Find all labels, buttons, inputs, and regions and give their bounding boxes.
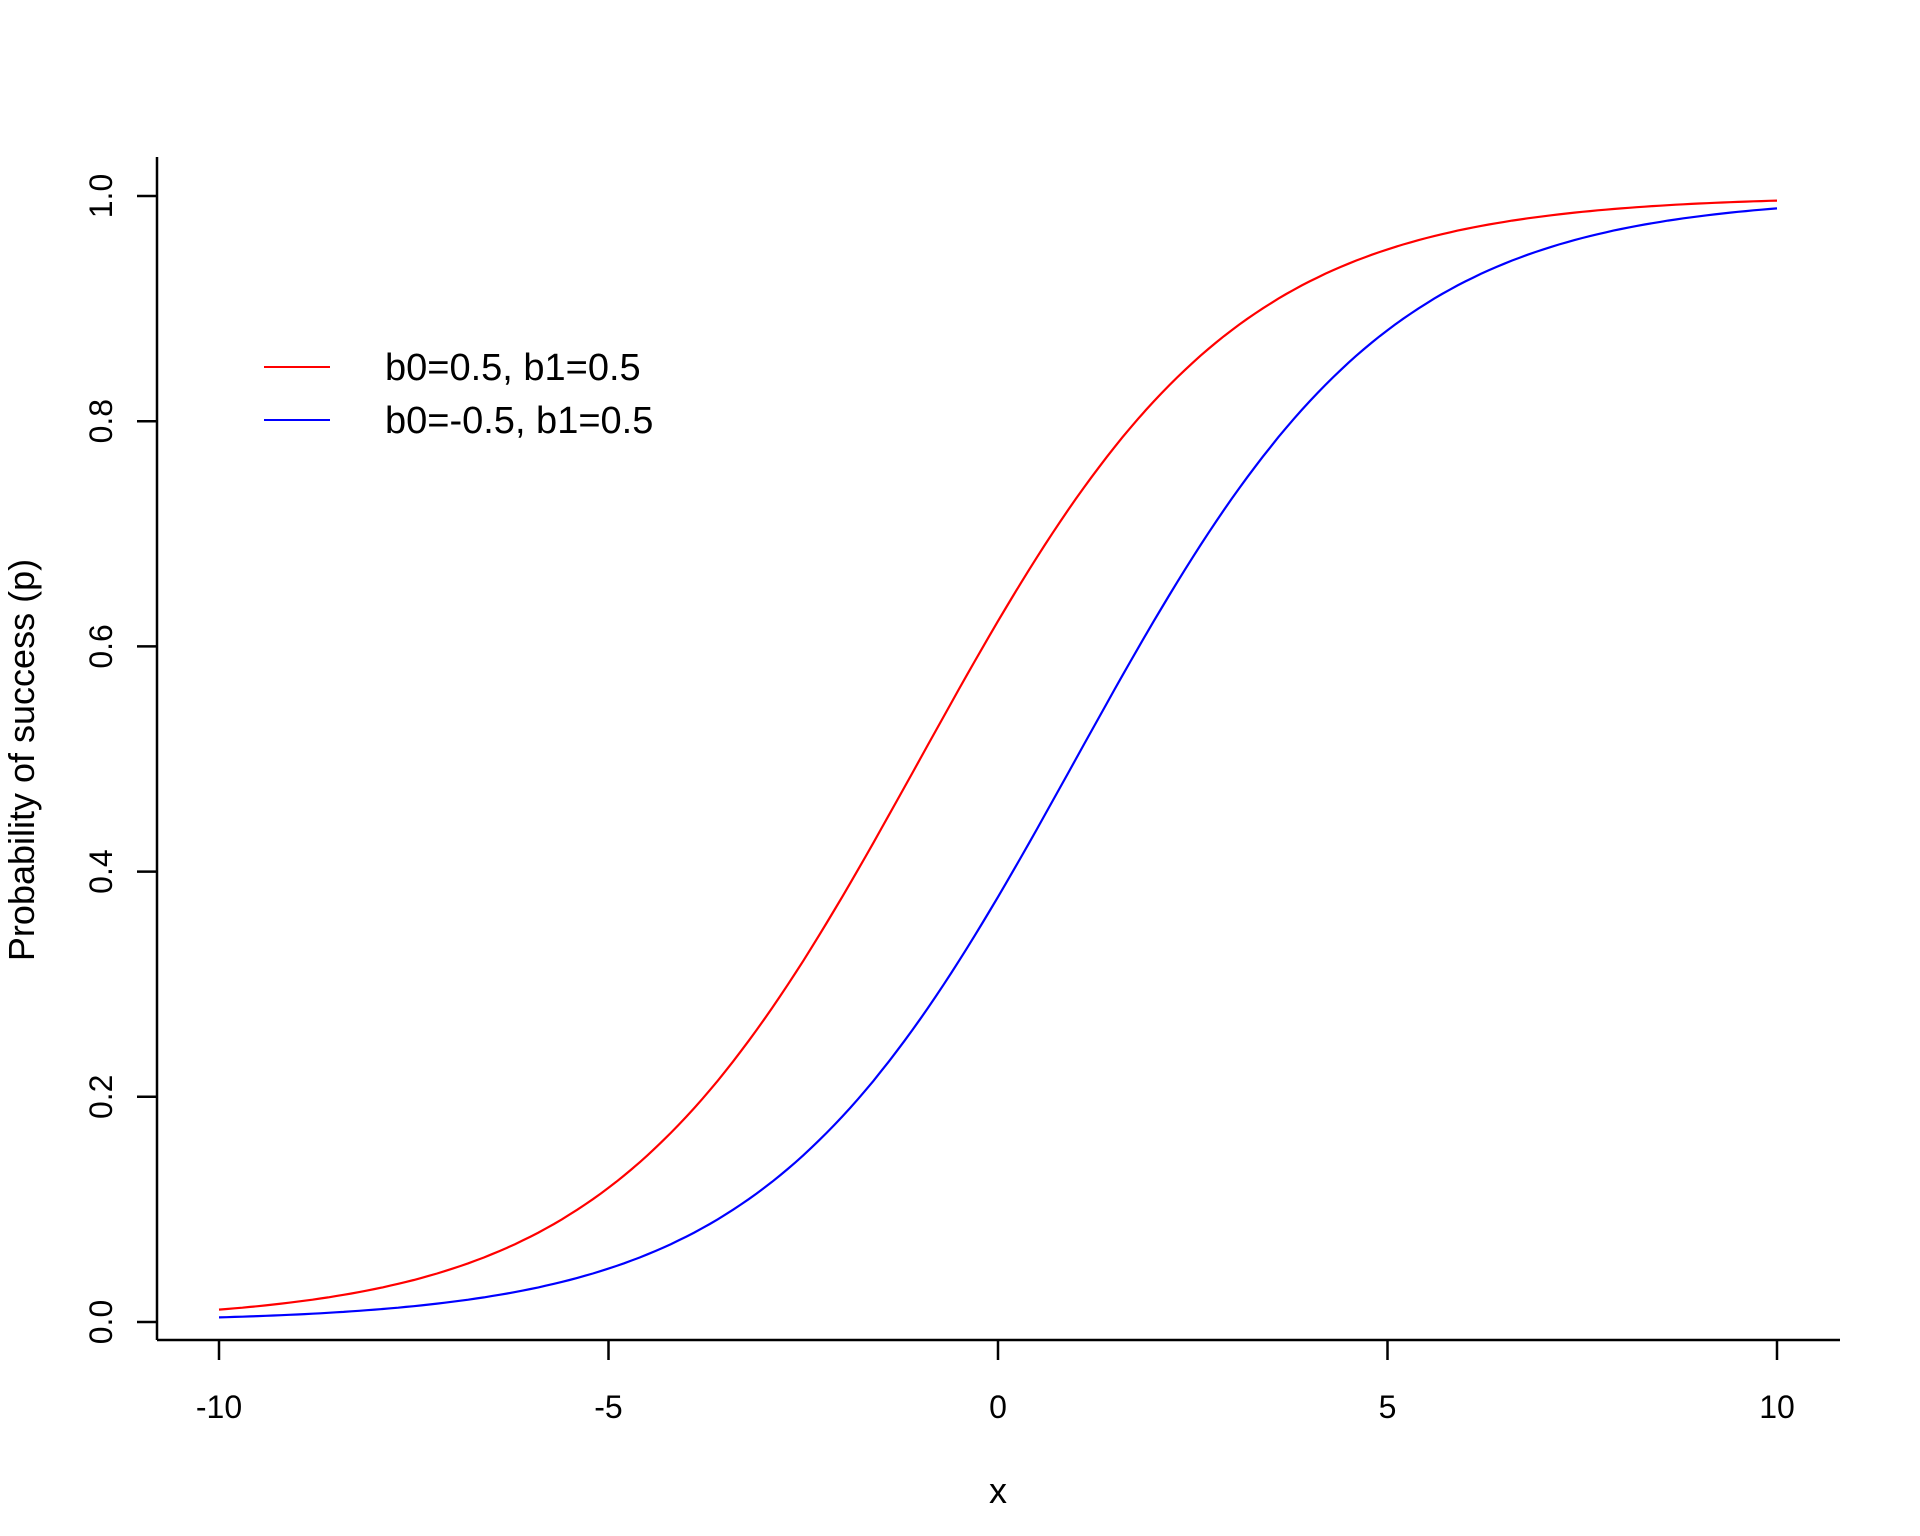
x-axis-title: x xyxy=(989,1470,1007,1511)
y-tick-label: 0.4 xyxy=(83,849,119,893)
legend: b0=0.5, b1=0.5 b0=-0.5, b1=0.5 xyxy=(264,347,653,442)
x-tick-label: 0 xyxy=(989,1389,1007,1425)
y-tick-label: 0.2 xyxy=(83,1075,119,1119)
series-layer xyxy=(218,199,1778,1319)
legend-label-series-2: b0=-0.5, b1=0.5 xyxy=(385,400,653,442)
x-tick-label: 5 xyxy=(1379,1389,1397,1425)
y-axis: 0.0 0.2 0.4 0.6 0.8 1.0 xyxy=(83,157,159,1344)
y-tick-label: 0.6 xyxy=(83,624,119,668)
y-tick-label: 0.0 xyxy=(83,1300,119,1344)
x-tick-label: -10 xyxy=(196,1389,242,1425)
legend-label-series-1: b0=0.5, b1=0.5 xyxy=(385,347,641,389)
y-tick-label: 1.0 xyxy=(83,174,119,218)
series-line-2 xyxy=(218,207,1778,1319)
y-tick-label: 0.8 xyxy=(83,399,119,443)
y-axis-title: Probability of success (p) xyxy=(1,559,42,961)
x-axis: -10 -5 0 5 10 xyxy=(157,1338,1840,1425)
x-tick-label: -5 xyxy=(594,1389,622,1425)
series-line-1 xyxy=(218,199,1778,1311)
x-tick-label: 10 xyxy=(1759,1389,1795,1425)
